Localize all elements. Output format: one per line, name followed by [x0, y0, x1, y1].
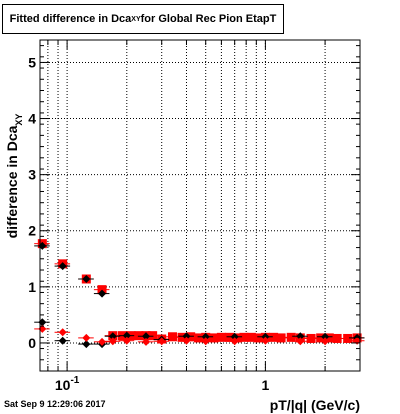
- chart-title-rest: for Global Rec Pion EtapT: [140, 13, 277, 25]
- chart-title-sub: XY: [131, 15, 141, 23]
- data-point-square: [269, 332, 279, 342]
- timestamp: Sat Sep 9 12:29:06 2017: [4, 399, 106, 409]
- data-point-square: [194, 333, 204, 343]
- data-point-diamond: [230, 332, 239, 341]
- data-point-diamond: [122, 336, 131, 345]
- chart-title: Fitted difference in Dca XY for Global Re…: [3, 5, 283, 33]
- y-tick-label: 4: [28, 111, 36, 127]
- data-point-diamond: [296, 337, 305, 346]
- x-axis-title: pT/|q| (GeV/c): [270, 397, 360, 413]
- data-point-diamond: [182, 332, 191, 341]
- data-point-square: [167, 332, 177, 342]
- data-point-diamond: [296, 332, 305, 341]
- x-tick-label-exponent: -1: [70, 375, 79, 386]
- data-point-diamond: [122, 331, 131, 340]
- data-point-diamond: [82, 274, 91, 283]
- data-point-square: [209, 333, 219, 343]
- axis-ticks: [40, 40, 361, 372]
- data-point-diamond: [230, 337, 239, 346]
- data-point-diamond: [142, 337, 151, 346]
- data-point-diamond: [261, 336, 270, 345]
- x-tick-label: 1: [261, 377, 269, 393]
- data-point-diamond: [98, 337, 107, 346]
- data-point-square: [276, 333, 286, 343]
- data-point-diamond: [157, 337, 166, 346]
- data-point-square: [246, 332, 256, 342]
- data-point-diamond: [142, 332, 151, 341]
- data-point-diamond: [82, 333, 91, 342]
- grid-lines: [40, 40, 361, 371]
- data-markers: [34, 239, 365, 349]
- data-point-square: [253, 333, 263, 343]
- data-point-diamond: [98, 289, 107, 298]
- data-point-diamond: [108, 332, 117, 341]
- data-point-diamond: [58, 262, 67, 271]
- data-point-square: [148, 331, 158, 341]
- data-point-square: [286, 332, 296, 342]
- plot-frame: [39, 39, 361, 372]
- chart-title-box: Fitted difference in Dca XY for Global Re…: [2, 4, 284, 34]
- axis-tick-labels: 0 1 2 3 4 5 10-1 1: [28, 54, 269, 393]
- data-point-diamond: [108, 337, 117, 346]
- data-point-square: [177, 332, 187, 342]
- data-point-diamond: [321, 332, 330, 341]
- y-tick-label: 1: [28, 279, 36, 295]
- y-tick-label: 2: [28, 223, 36, 239]
- x-tick-label: 10-1: [55, 375, 80, 393]
- y-axis-title-main: difference in Dca: [4, 125, 20, 238]
- data-point-square: [306, 333, 316, 343]
- data-point-square: [324, 333, 334, 343]
- data-point-square: [186, 332, 196, 342]
- data-point-diamond: [58, 328, 67, 337]
- data-point-square: [343, 333, 353, 343]
- data-point-diamond: [201, 337, 210, 346]
- data-point-square: [216, 332, 226, 342]
- y-axis-title: difference in DcaXY: [4, 114, 24, 239]
- data-point-diamond: [201, 332, 210, 341]
- data-point-diamond: [82, 340, 91, 349]
- data-point-square: [316, 333, 326, 343]
- y-tick-label: 5: [28, 54, 36, 70]
- data-point-diamond: [58, 336, 67, 345]
- x-tick-label-base: 10: [55, 377, 71, 393]
- y-tick-label: 0: [28, 335, 36, 351]
- y-tick-label: 3: [28, 167, 36, 183]
- data-point-square: [225, 332, 235, 342]
- data-point-square: [332, 333, 342, 343]
- data-point-diamond: [321, 337, 330, 346]
- y-axis-title-sub: XY: [14, 114, 24, 126]
- data-point-diamond: [182, 336, 191, 345]
- x-tick-label-base: 1: [261, 377, 269, 393]
- chart-title-main: Fitted difference in Dca: [9, 13, 132, 25]
